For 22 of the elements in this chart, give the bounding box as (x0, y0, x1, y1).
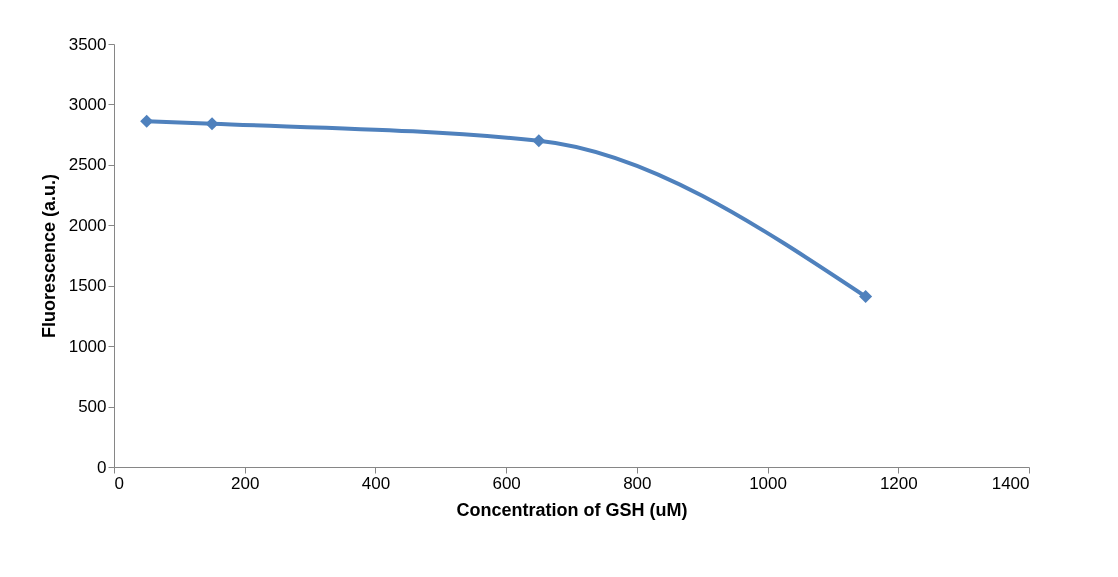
point (859, 290, 873, 304)
point (205, 117, 219, 131)
x-tick-label: 1000 (749, 473, 787, 493)
point (532, 134, 546, 148)
y-tick-label: 0 (97, 457, 107, 477)
x-tick-label: 800 (623, 473, 652, 493)
y-tick-label: 1500 (68, 276, 107, 296)
y-tick-label: 2500 (68, 155, 107, 175)
point (140, 114, 154, 128)
y-tick-label: 2000 (68, 215, 107, 235)
x-tick-label: 1400 (991, 473, 1030, 493)
x-tick-label: 0 (114, 473, 124, 493)
x-tick-label: 400 (361, 473, 391, 493)
x-tick-label: 200 (231, 473, 260, 493)
y-tick-label: 3500 (68, 34, 107, 54)
x-tick-label: 600 (492, 473, 521, 493)
y-tick-label: 500 (78, 397, 107, 417)
y-axis-title: Fluorescence (a.u.) (38, 173, 59, 339)
x-tick-label: 1200 (879, 473, 918, 493)
x-axis-title: Concentration of GSH (uM) (456, 499, 688, 520)
y-tick-label: 3000 (68, 94, 107, 114)
y-tick-label: 1000 (68, 336, 107, 356)
